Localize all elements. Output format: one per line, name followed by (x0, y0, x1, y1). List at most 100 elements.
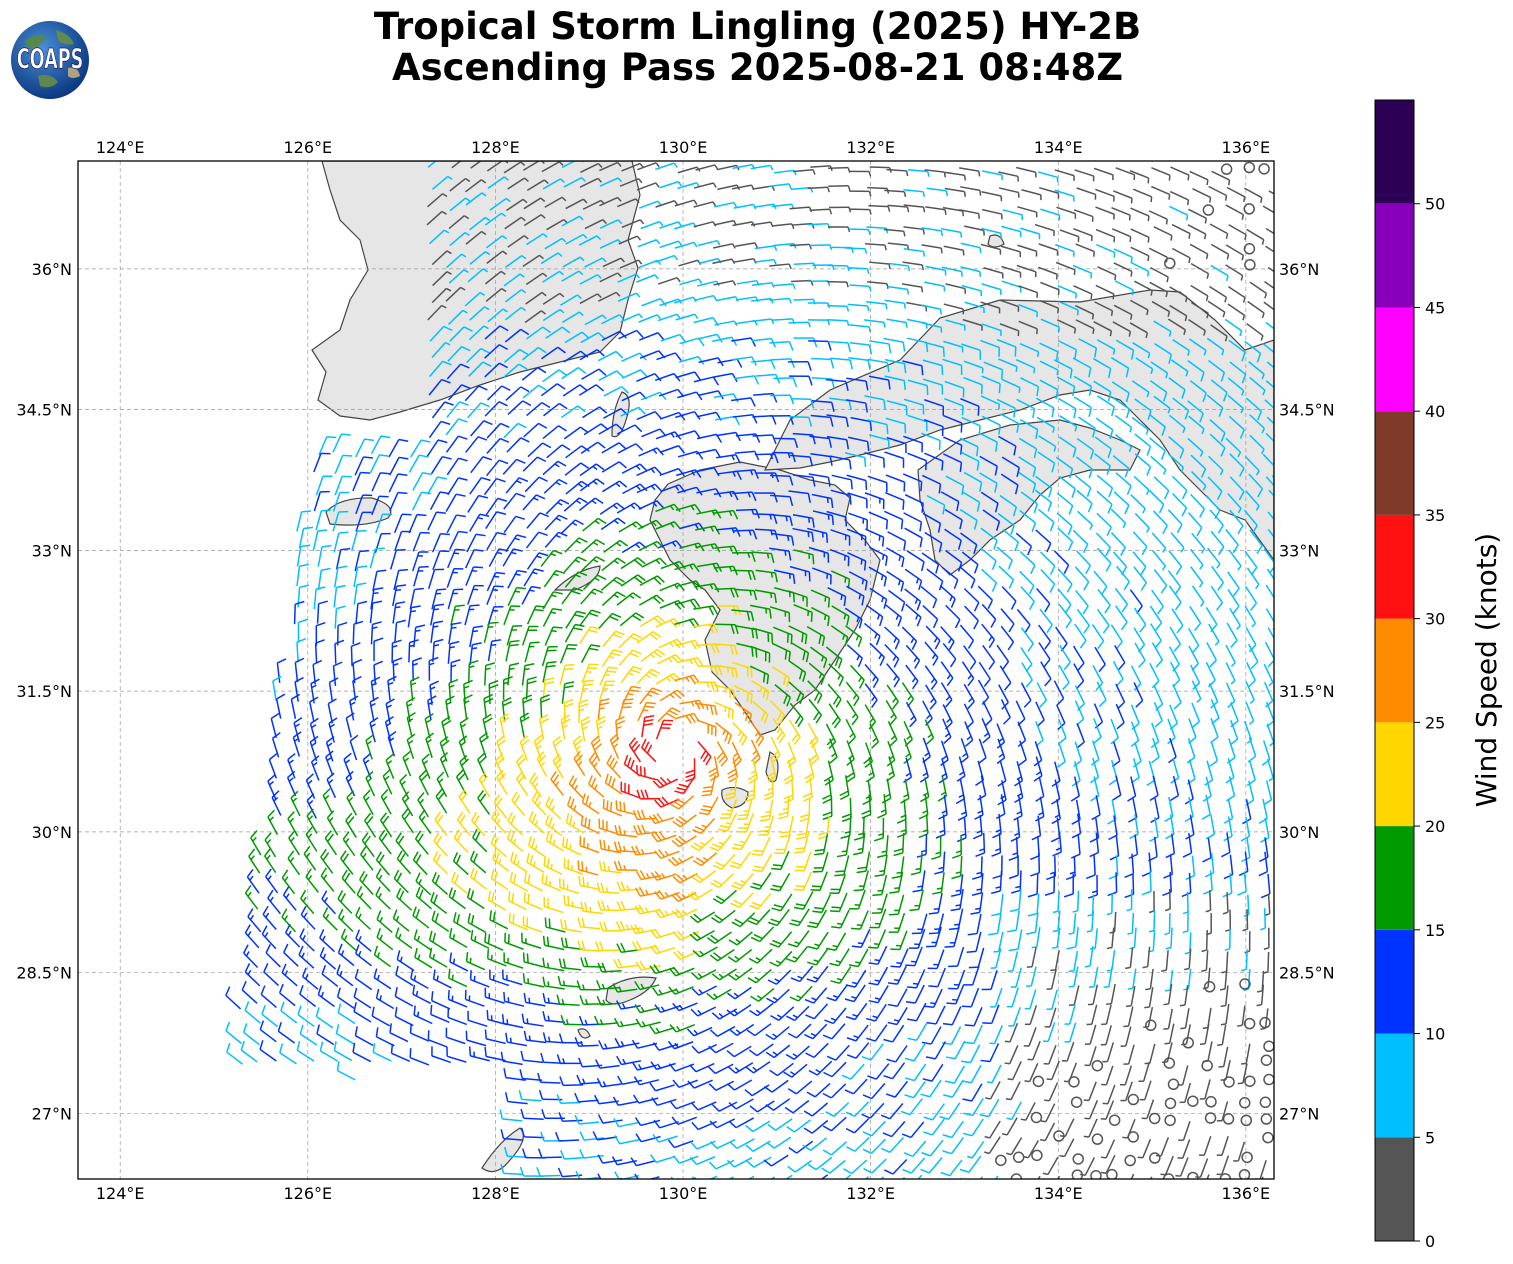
lon-tick-labels-top: 124°E 126°E 128°E 130°E 132°E 134°E 136°E (96, 138, 1270, 157)
wind-barb (925, 265, 947, 276)
wind-barb (1096, 339, 1116, 355)
wind-barb (523, 161, 545, 171)
wind-barb (562, 256, 585, 268)
lat-tick-label: 36°N (32, 260, 72, 279)
wind-barb (981, 283, 1002, 295)
wind-barb (1111, 228, 1132, 242)
wind-barb (617, 292, 641, 302)
wind-barb (961, 284, 983, 297)
wind-barb (714, 201, 738, 208)
wind-barb (1132, 342, 1151, 359)
wind-barb (1017, 206, 1038, 218)
wind-barb (713, 280, 737, 286)
wind-barb (565, 233, 588, 245)
colorbar-tick-label: 30 (1425, 610, 1445, 629)
colorbar-bins (1375, 100, 1414, 1241)
wind-barb (884, 299, 907, 309)
wind-barb (906, 337, 929, 353)
colorbar-tick-label: 5 (1425, 1128, 1435, 1147)
colorbar-bin (1375, 100, 1414, 204)
wind-barb (1246, 228, 1265, 245)
wind-barb (1154, 343, 1173, 364)
wind-barb (923, 341, 945, 357)
wind-barb (504, 328, 530, 343)
wind-barb (1265, 227, 1274, 235)
wind-barb (617, 273, 640, 283)
wind-barb (564, 331, 590, 344)
lon-tick-label: 124°E (96, 1184, 145, 1203)
wind-barb (1188, 208, 1208, 224)
wind-barb (924, 281, 946, 292)
colorbar-tick-label: 10 (1425, 1025, 1445, 1044)
wind-barb (1055, 243, 1075, 257)
wind-barb (1225, 244, 1245, 261)
wind-barb (982, 170, 1004, 181)
wind-barb (1059, 301, 1079, 316)
wind-barb (1039, 342, 1059, 362)
wind-barb (1001, 280, 1022, 293)
wind-barb (769, 183, 792, 189)
wind-barb (959, 1177, 962, 1179)
wind-barb (542, 178, 565, 190)
wind-barb (1040, 318, 1061, 333)
wind-barb (601, 330, 627, 342)
wind-barb (1129, 170, 1150, 184)
wind-barb (580, 162, 603, 173)
lon-tick-label: 134°E (1034, 138, 1083, 157)
wind-barb (945, 283, 967, 294)
wind-barb (959, 167, 981, 177)
wind-barb (1039, 186, 1060, 199)
wind-barb (903, 247, 926, 257)
wind-barb (1076, 187, 1097, 200)
wind-barb (1113, 304, 1133, 320)
wind-barb (1038, 171, 1059, 183)
chart-title: Tropical Storm Lingling (2025) HY-2B Asc… (0, 6, 1513, 88)
wind-barb (983, 267, 1004, 279)
wind-barb (523, 214, 546, 227)
wind-barb (886, 318, 908, 328)
wind-barb (999, 299, 1020, 312)
wind-barb (907, 168, 930, 177)
wind-barb (865, 242, 887, 251)
lat-tick-label: 31.5°N (16, 682, 72, 701)
wind-barb (1075, 319, 1095, 334)
wind-barb (1113, 262, 1133, 277)
wind-barb (469, 216, 491, 231)
wind-barb (578, 235, 602, 246)
wind-barb (925, 206, 947, 216)
wind-barb (1169, 190, 1190, 206)
wind-barb (427, 161, 437, 168)
wind-barb (1095, 206, 1115, 220)
colorbar-tick-label: 50 (1425, 195, 1445, 214)
wind-barb (486, 235, 508, 249)
wind-barb (785, 1180, 809, 1191)
colorbar-bin (1375, 307, 1414, 412)
wind-barb (561, 270, 584, 282)
wind-barb (449, 177, 471, 192)
wind-barb (469, 250, 491, 265)
lat-tick-label: 33°N (1279, 541, 1319, 560)
wind-barb (788, 321, 811, 328)
korea-peninsula (311, 161, 641, 421)
wind-barb (484, 325, 509, 340)
wind-barb (1189, 170, 1209, 186)
wind-barb (1208, 185, 1228, 201)
wind-barb (526, 326, 551, 340)
wind-barb (943, 245, 965, 256)
wind-barb (698, 257, 722, 265)
wind-barb (809, 244, 833, 251)
wind-barb (544, 237, 567, 250)
coaps-logo: COAPS (11, 21, 89, 99)
wind-barb (599, 177, 623, 187)
wind-barb (599, 272, 622, 283)
lat-tick-label: 28.5°N (1279, 964, 1335, 983)
wind-barb (1016, 166, 1037, 178)
wind-barb (1097, 266, 1117, 281)
wind-barb (679, 337, 705, 347)
wind-barb (1113, 190, 1133, 204)
wind-barb (1095, 188, 1115, 202)
wind-barb (996, 338, 1017, 357)
land-masses (311, 161, 1274, 1173)
wind-barb (960, 186, 982, 196)
